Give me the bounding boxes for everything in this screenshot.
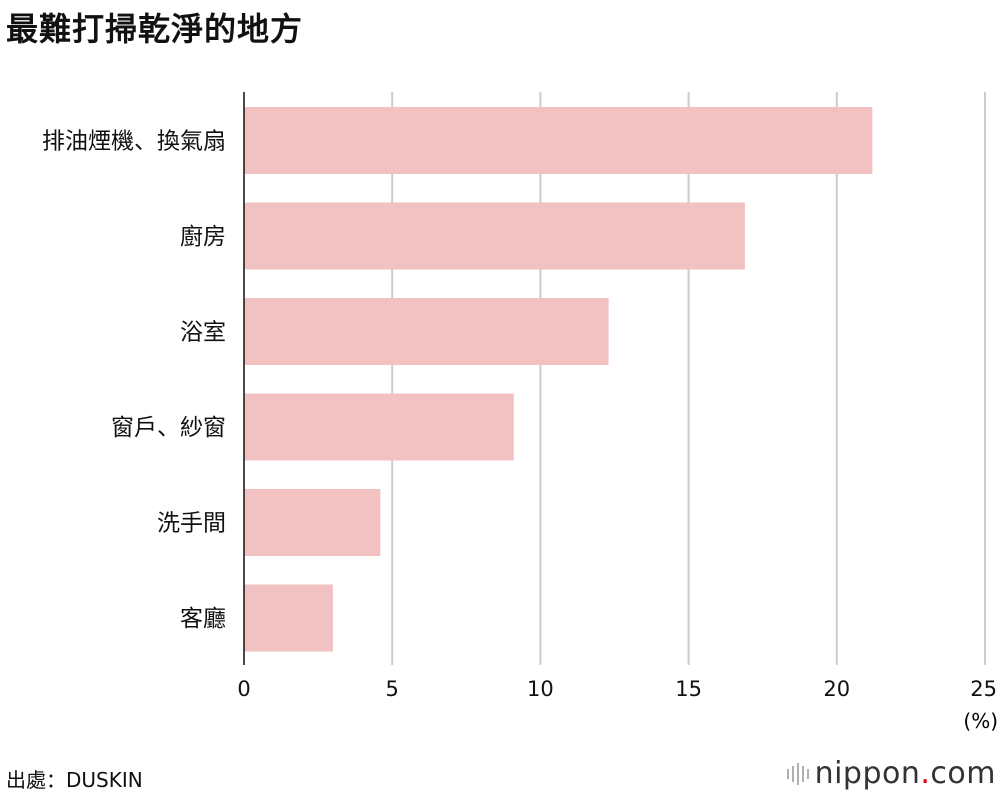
category-label: 浴室 [180,320,226,346]
bar [244,202,745,270]
chart-title: 最難打掃乾淨的地方 [6,10,304,48]
x-tick-label: 25 [970,677,997,701]
bar [244,298,609,365]
category-label: 排油煙機、換氣扇 [42,129,226,155]
category-label: 客廳 [180,606,226,632]
bar [244,489,381,556]
source-note: 出處：DUSKIN [6,768,143,792]
logo-mark-icon [786,762,809,785]
bars [244,107,873,652]
category-label: 洗手間 [157,511,226,537]
bar [244,107,873,174]
category-label: 窗戶、紗窗 [111,415,226,441]
x-tick-label: 5 [386,677,399,701]
category-label: 廚房 [180,224,226,250]
gridlines [391,92,986,665]
logo-text: nippon.com [814,756,996,791]
nippon-logo: nippon.com [786,756,996,791]
x-tick-label: 10 [527,677,554,701]
tick-labels: 0 5 10 15 20 25 [237,677,997,701]
x-tick-label: 15 [675,677,702,701]
x-tick-label: 0 [237,677,250,701]
bar [244,584,333,652]
x-tick-label: 20 [823,677,850,701]
bar [244,393,514,461]
unit-label: (%) [963,709,998,733]
